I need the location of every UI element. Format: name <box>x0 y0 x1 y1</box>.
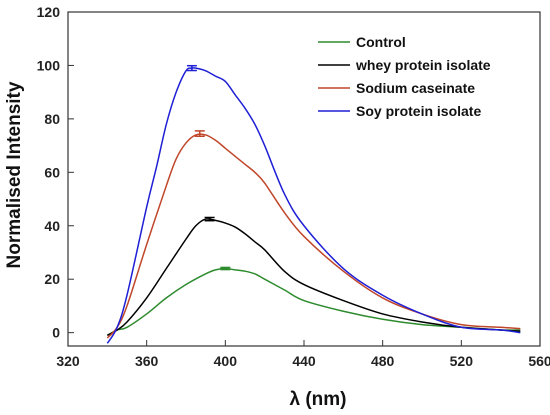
series-line-0 <box>106 267 521 336</box>
y-tick-label: 40 <box>44 218 60 234</box>
x-tick-label: 400 <box>214 353 238 369</box>
error-bar-1 <box>204 216 215 222</box>
legend-label-3: Soy protein isolate <box>356 103 481 119</box>
y-tick-label: 60 <box>44 164 60 180</box>
x-axis-title: λ (nm) <box>290 389 347 410</box>
y-tick-label: 0 <box>52 325 60 341</box>
y-tick-label: 120 <box>37 4 61 20</box>
legend: Control whey protein isolate Sodium casein… <box>318 34 491 119</box>
series-line-1 <box>106 218 521 336</box>
error-bar-3 <box>186 64 197 72</box>
x-tick-label: 520 <box>450 353 474 369</box>
y-tick-label: 80 <box>44 111 60 127</box>
x-tick-label: 560 <box>528 353 550 369</box>
y-tick-label: 100 <box>37 57 61 73</box>
x-tick-label: 480 <box>371 353 395 369</box>
plot-area: 320 360 400 440 480 520 560 0 20 40 60 80 100 120 <box>37 4 550 369</box>
series-line-3 <box>106 67 521 344</box>
legend-label-0: Control <box>356 34 406 50</box>
x-tick-label: 440 <box>292 353 316 369</box>
error-bar-2 <box>194 130 205 137</box>
y-axis-title: Normalised Intensity <box>4 81 25 268</box>
series-line-2 <box>106 133 521 339</box>
y-tick-label: 20 <box>44 271 60 287</box>
legend-label-2: Sodium caseinate <box>356 80 475 96</box>
x-tick-label: 360 <box>135 353 159 369</box>
x-tick-label: 320 <box>56 353 80 369</box>
error-bar-0 <box>220 266 231 271</box>
legend-label-1: whey protein isolate <box>355 57 491 73</box>
series-layer <box>106 64 521 344</box>
